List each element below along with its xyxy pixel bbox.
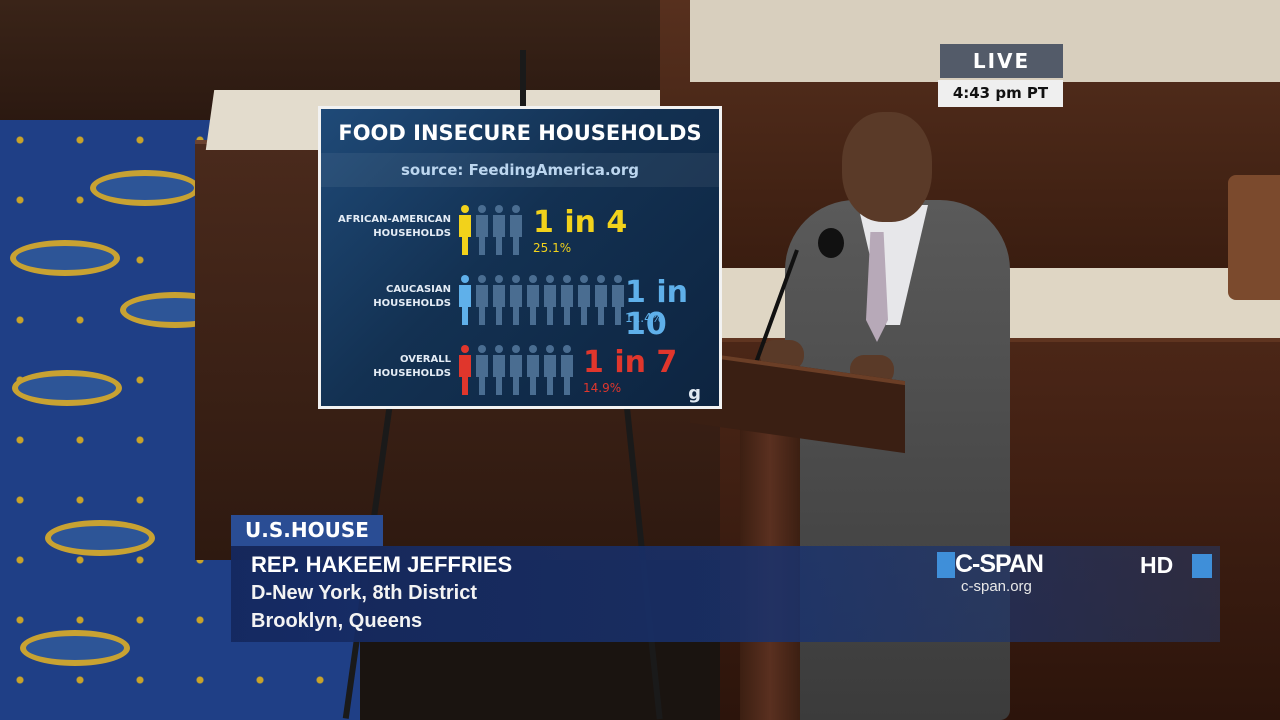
poster-row-overall: OVERALL HOUSEHOLDS 1 in 7 14.9% <box>321 345 719 403</box>
time-badge: 4:43 pm PT <box>938 80 1063 107</box>
hd-label: HD <box>1140 552 1174 578</box>
cspan-logo: C-SPAN c-span.org <box>937 550 1055 596</box>
poster-source: source: FeedingAmerica.org <box>401 161 639 179</box>
person-icon <box>559 275 574 325</box>
row-label: AFRICAN-AMERICAN HOUSEHOLDS <box>329 213 451 241</box>
chair <box>1228 175 1280 300</box>
row-label-line1: OVERALL <box>400 354 451 365</box>
speaker-tie <box>866 232 888 342</box>
person-icon <box>508 345 523 395</box>
speaker-district: D-New York, 8th District <box>251 582 477 604</box>
chamber-label: U.S.HOUSE <box>231 515 383 546</box>
poster-corner-logo: g <box>688 383 701 404</box>
speaker-head <box>842 112 932 222</box>
person-icon <box>474 275 489 325</box>
row-ratio: 1 in 4 <box>533 205 628 240</box>
carpet-medallion <box>20 630 130 666</box>
lower-third: REP. HAKEEM JEFFRIES D-New York, 8th Dis… <box>231 546 1220 642</box>
person-icon <box>525 275 540 325</box>
person-icon-highlighted <box>457 205 472 255</box>
poster-title: FOOD INSECURE HOUSEHOLDS <box>338 121 702 145</box>
person-icon-highlighted <box>457 275 472 325</box>
row-pct: 25.1% <box>533 241 572 255</box>
network-name: C-SPAN <box>955 550 1044 578</box>
speaker-area: Brooklyn, Queens <box>251 610 423 632</box>
row-label-line2: HOUSEHOLDS <box>373 298 451 309</box>
row-ratio: 1 in 7 <box>583 345 678 380</box>
person-icon <box>610 275 625 325</box>
row-label: CAUCASIAN HOUSEHOLDS <box>329 283 451 311</box>
row-pct: 11.4% <box>625 311 664 325</box>
cspan-logo-mark <box>937 552 955 578</box>
network-url: c-span.org <box>961 578 1032 595</box>
hd-bar <box>1192 554 1212 578</box>
row-label-line1: CAUCASIAN <box>386 284 451 295</box>
person-icon <box>491 205 506 255</box>
poster-row-african-american: AFRICAN-AMERICAN HOUSEHOLDS 1 in 4 25.1% <box>321 205 719 263</box>
row-label: OVERALL HOUSEHOLDS <box>329 353 451 381</box>
row-label-line1: AFRICAN-AMERICAN <box>338 214 451 225</box>
person-icon <box>542 275 557 325</box>
figure-icons <box>457 205 523 255</box>
person-icon <box>508 275 523 325</box>
live-badge: LIVE <box>940 44 1063 78</box>
person-icon <box>559 345 574 395</box>
row-label-line2: HOUSEHOLDS <box>373 368 451 379</box>
carpet-medallion <box>12 370 122 406</box>
person-icon <box>542 345 557 395</box>
figure-icons <box>457 275 625 325</box>
row-pct: 14.9% <box>583 381 622 395</box>
person-icon <box>593 275 608 325</box>
person-icon <box>474 205 489 255</box>
person-icon <box>491 275 506 325</box>
person-icon <box>525 345 540 395</box>
row-label-line2: HOUSEHOLDS <box>373 228 451 239</box>
carpet-medallion <box>90 170 200 206</box>
person-icon-highlighted <box>457 345 472 395</box>
person-icon <box>491 345 506 395</box>
easel-top <box>520 50 526 110</box>
poster-row-caucasian: CAUCASIAN HOUSEHOLDS 1 in 10 11.4% <box>321 275 719 341</box>
row-ratio: 1 in 10 <box>625 275 688 342</box>
speaker-name: REP. HAKEEM JEFFRIES <box>251 552 513 577</box>
poster-source-band <box>321 153 719 187</box>
person-icon <box>576 275 591 325</box>
poster: FOOD INSECURE HOUSEHOLDS source: Feeding… <box>318 106 722 409</box>
person-icon <box>474 345 489 395</box>
figure-icons <box>457 345 574 395</box>
microphone-icon <box>818 228 844 258</box>
person-icon <box>508 205 523 255</box>
carpet-medallion <box>45 520 155 556</box>
carpet-medallion <box>10 240 120 276</box>
